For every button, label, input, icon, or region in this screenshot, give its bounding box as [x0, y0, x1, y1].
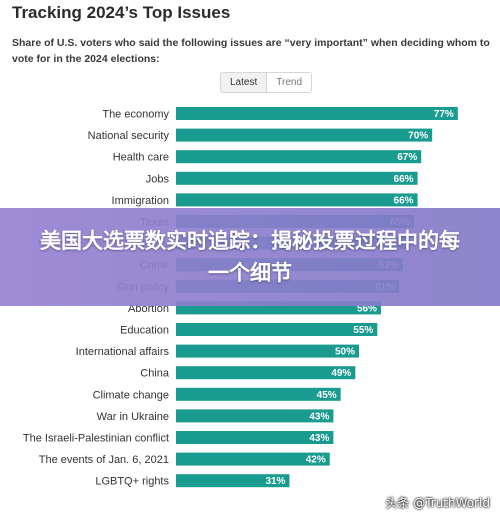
bar-war-in-ukraine: [176, 409, 334, 423]
value-label-china: 49%: [331, 368, 351, 379]
bar-the-israeli-palestinian-conflict: [176, 431, 334, 444]
bar-climate-change: [176, 387, 341, 401]
overlay-banner: 美国大选票数实时追踪：揭秘投票过程中的每一个细节: [0, 208, 500, 306]
category-label-education: Education: [120, 325, 169, 337]
category-label-climate-change: Climate change: [93, 389, 169, 401]
value-label-the-israeli-palestinian-conflict: 43%: [309, 433, 329, 444]
category-label-war-in-ukraine: War in Ukraine: [97, 411, 169, 423]
value-label-the-events-of-jan-6-2021: 42%: [306, 455, 326, 466]
bar-national-security: [176, 128, 433, 142]
value-label-lgbtq-rights: 31%: [265, 476, 285, 487]
bar-lgbtq-rights: [176, 474, 290, 488]
chart-subtitle: Share of U.S. voters who said the follow…: [12, 37, 490, 65]
bar-immigration: [176, 193, 418, 207]
value-label-war-in-ukraine: 43%: [309, 411, 329, 422]
category-label-immigration: Immigration: [112, 195, 169, 207]
category-label-international-affairs: International affairs: [76, 346, 170, 358]
banner-text: 美国大选票数实时追踪：揭秘投票过程中的每一个细节: [40, 229, 460, 285]
value-label-immigration: 66%: [394, 195, 414, 206]
tab-trend[interactable]: Trend: [267, 73, 312, 92]
chart-title: Tracking 2024’s Top Issues: [12, 3, 231, 22]
category-label-lgbtq-rights: LGBTQ+ rights: [95, 476, 169, 488]
watermark: 头条 @TruthWorld: [385, 496, 490, 510]
bar-international-affairs: [176, 344, 359, 358]
value-label-international-affairs: 50%: [335, 347, 355, 358]
bar-the-events-of-jan-6-2021: [176, 452, 330, 466]
category-label-jobs: Jobs: [146, 173, 170, 185]
bar-china: [176, 366, 356, 380]
value-label-national-security: 70%: [408, 131, 428, 142]
value-label-climate-change: 45%: [317, 390, 337, 401]
category-label-national-security: National security: [88, 130, 170, 142]
value-label-health-care: 67%: [397, 152, 417, 163]
value-label-the-economy: 77%: [434, 109, 454, 120]
category-label-health-care: Health care: [113, 152, 169, 164]
tab-latest[interactable]: Latest: [221, 73, 268, 92]
view-tabs: Latest Trend: [220, 72, 313, 93]
bar-education: [176, 323, 378, 336]
bar-the-economy: [176, 107, 458, 120]
value-label-jobs: 66%: [394, 174, 414, 185]
bar-health-care: [176, 150, 422, 164]
value-label-abortion: 56%: [357, 303, 377, 314]
category-label-the-economy: The economy: [102, 109, 169, 121]
category-label-china: China: [140, 368, 170, 380]
bar-jobs: [176, 171, 418, 185]
category-label-the-events-of-jan-6-2021: The events of Jan. 6, 2021: [39, 454, 169, 466]
value-label-education: 55%: [353, 325, 373, 336]
category-label-the-israeli-palestinian-conflict: The Israeli-Palestinian conflict: [23, 433, 169, 445]
